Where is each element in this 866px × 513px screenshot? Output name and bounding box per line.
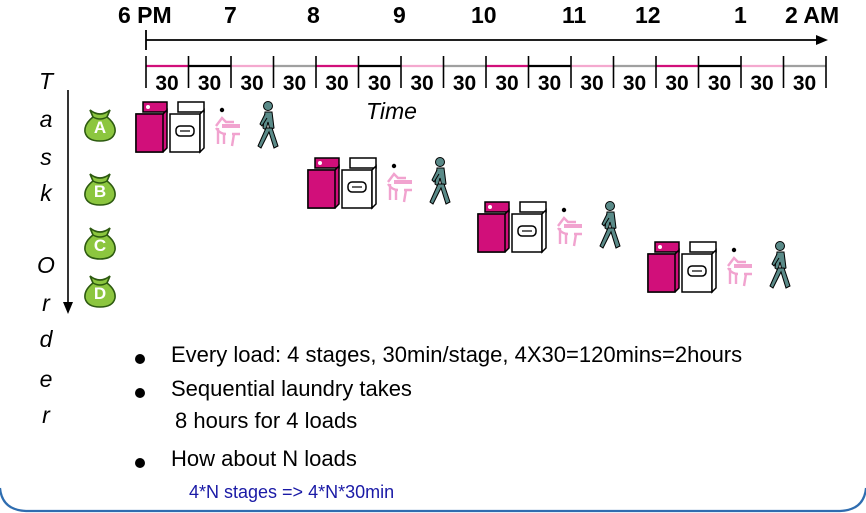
dryer-icon bbox=[681, 241, 717, 294]
laundry-bag-icon bbox=[84, 275, 116, 308]
bullet-text: Sequential laundry takes bbox=[171, 376, 412, 401]
slot-label: 30 bbox=[197, 72, 222, 95]
bullet-dot bbox=[135, 388, 145, 398]
bullet-text: How about N loads bbox=[171, 446, 357, 471]
hour-label: 2 AM bbox=[785, 2, 840, 28]
folder-icon bbox=[557, 207, 582, 247]
washer-icon bbox=[135, 101, 168, 153]
laundry-bag-icon bbox=[84, 173, 116, 206]
laundry-bag-b: B bbox=[82, 168, 118, 206]
walker-icon bbox=[599, 201, 621, 249]
load-letter: B bbox=[93, 182, 107, 201]
task-axis-letter: d bbox=[39, 326, 53, 352]
hour-label: 10 bbox=[471, 2, 497, 28]
laundry-bag-a: A bbox=[82, 104, 118, 142]
time-axis-arrowhead bbox=[816, 35, 828, 45]
bullet-text: Every load: 4 stages, 30min/stage, 4X30=… bbox=[171, 342, 743, 367]
time-axis-title: Time bbox=[366, 98, 417, 124]
load-d-stages bbox=[646, 240, 801, 300]
slot-label: 30 bbox=[665, 72, 689, 95]
slot-label: 30 bbox=[240, 72, 264, 95]
slot-label: 30 bbox=[707, 72, 732, 95]
timeline bbox=[145, 30, 828, 88]
slot-label: 30 bbox=[452, 72, 477, 95]
task-axis-letter: s bbox=[40, 144, 52, 170]
dryer-icon bbox=[341, 157, 377, 210]
hour-label: 8 bbox=[307, 2, 320, 28]
bullet-dot bbox=[135, 354, 145, 364]
slot-label: 30 bbox=[750, 72, 774, 95]
laundry-bag-icon bbox=[84, 227, 116, 260]
hour-label: 7 bbox=[224, 2, 237, 28]
dryer-icon bbox=[511, 201, 547, 254]
slot-label: 30 bbox=[622, 72, 647, 95]
n-loads-note: 4*N stages => 4*N*30min bbox=[189, 482, 395, 502]
task-axis-letter: O bbox=[37, 252, 55, 278]
walker-icon bbox=[769, 241, 791, 289]
load-a-stages bbox=[134, 100, 289, 160]
load-b-stages bbox=[306, 156, 461, 216]
load-letter: C bbox=[93, 236, 107, 255]
slot-label: 30 bbox=[495, 72, 519, 95]
load-c-stages bbox=[476, 200, 631, 260]
walker-icon bbox=[429, 157, 451, 205]
laundry-bag-d: D bbox=[82, 270, 118, 308]
task-axis-letter: r bbox=[42, 402, 50, 428]
hour-label: 11 bbox=[562, 2, 587, 28]
laundry-bag-icon bbox=[84, 109, 116, 142]
folder-icon bbox=[387, 163, 412, 203]
hour-label: 1 bbox=[734, 2, 747, 28]
folder-icon bbox=[215, 107, 240, 147]
slot-label: 30 bbox=[410, 72, 434, 95]
slot-label: 30 bbox=[580, 72, 604, 95]
slot-label: 30 bbox=[537, 72, 562, 95]
task-order-arrow bbox=[63, 90, 73, 314]
load-letter: A bbox=[93, 118, 107, 137]
slot-label: 30 bbox=[282, 72, 307, 95]
task-axis-letter: T bbox=[38, 68, 54, 94]
washer-icon bbox=[307, 157, 340, 209]
washer-icon bbox=[647, 241, 680, 293]
load-letter: D bbox=[93, 284, 107, 303]
task-axis-letter: e bbox=[39, 366, 53, 392]
slot-label: 30 bbox=[325, 72, 349, 95]
hour-label: 9 bbox=[393, 2, 406, 28]
task-axis-letter: k bbox=[40, 180, 52, 206]
washer-icon bbox=[477, 201, 510, 253]
folder-icon bbox=[727, 247, 752, 287]
hour-label: 12 bbox=[635, 2, 661, 28]
walker-icon bbox=[257, 101, 279, 149]
hour-label: 6 PM bbox=[118, 2, 172, 28]
task-axis-letter: r bbox=[42, 290, 50, 316]
bullet-subtext: 8 hours for 4 loads bbox=[175, 408, 358, 433]
slot-label: 30 bbox=[367, 72, 392, 95]
task-axis-letter: a bbox=[39, 106, 53, 132]
dryer-icon bbox=[169, 101, 205, 154]
laundry-bag-c: C bbox=[82, 222, 118, 260]
slot-label: 30 bbox=[155, 72, 179, 95]
slot-label: 30 bbox=[792, 72, 817, 95]
bullet-dot bbox=[135, 458, 145, 468]
